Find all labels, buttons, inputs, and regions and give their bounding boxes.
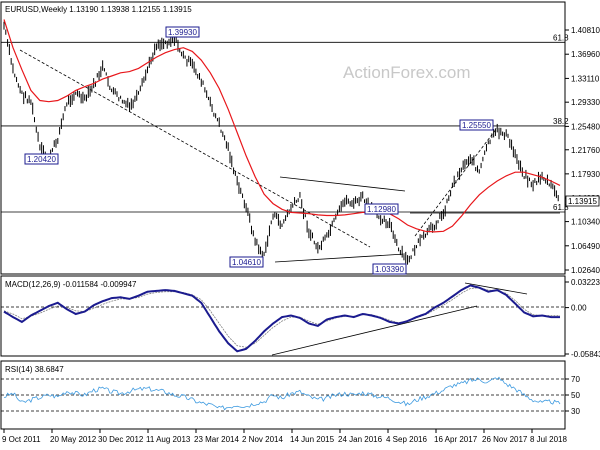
macd-support-trendline <box>271 305 478 356</box>
price-label: 1.03390 <box>372 263 407 275</box>
long-term-downtrend-line <box>19 49 371 248</box>
last-price-tag-box <box>565 195 600 207</box>
time-tick-label: 24 Jan 2016 <box>338 435 383 444</box>
price-pane: EURUSD,Weekly 1.13190 1.13938 1.12155 1.… <box>0 1 600 275</box>
price-y-tick-label: 1.10340 <box>571 218 600 227</box>
price-y-tick-label: 1.02640 <box>571 266 600 275</box>
price-label: 1.04610 <box>229 256 264 268</box>
watermark: ActionForex.com <box>343 63 471 82</box>
macd-resistance-trendline <box>464 282 528 295</box>
macd-pane: MACD(12,26,9) -0.011584 -0.009947 0.0322… <box>0 275 600 359</box>
time-tick-label: 26 Nov 2017 <box>482 435 528 444</box>
time-tick-label: 16 Apr 2017 <box>434 435 478 444</box>
time-tick-label: 20 May 2012 <box>50 435 97 444</box>
time-tick-label: 14 Jun 2015 <box>290 435 335 444</box>
price-label-box <box>229 256 264 268</box>
last-price-tag: 1.13915 <box>565 195 600 207</box>
price-label: 1.39930 <box>165 26 200 38</box>
rsi-y-tick-label: 30 <box>571 407 580 416</box>
time-axis: 9 Oct 2011 20 May 2012 30 Dec 2012 11 Aug 2… <box>2 429 567 444</box>
price-labels: 1.39930 1.20420 1.04610 1.12980 1.03390 1.255… <box>24 26 494 275</box>
triangle-upper-line <box>279 176 406 192</box>
price-y-tick-label: 1.21760 <box>571 146 600 155</box>
price-y-tick-label: 1.36960 <box>571 50 600 59</box>
rsi-y-tick-label: 50 <box>571 391 580 400</box>
price-label-box <box>24 153 59 165</box>
fib-level-label: 38.2 <box>553 117 569 126</box>
price-y-tick-label: 1.06490 <box>571 242 600 251</box>
macd-pane-title: MACD(12,26,9) -0.011584 -0.009947 <box>5 280 137 289</box>
price-label-box <box>459 119 494 131</box>
price-label-text: 1.39930 <box>168 28 197 37</box>
triangle-lower-line <box>274 253 406 263</box>
macd-y-axis: 0.032235 0.00 -0.058434 <box>565 278 600 359</box>
price-y-tick-label: 1.40810 <box>571 26 600 35</box>
macd-y-tick-label: 0.00 <box>571 304 587 313</box>
price-label-box <box>372 263 407 275</box>
price-label-text: 1.20420 <box>27 155 56 164</box>
price-label: 1.20420 <box>24 153 59 165</box>
price-y-axis: 1.40810 1.36960 1.33110 1.29330 1.25480 1.217… <box>565 26 600 275</box>
fib-level-label: 61.8 <box>553 203 569 212</box>
price-y-tick-label: 1.33110 <box>571 74 600 83</box>
price-label-text: 1.03390 <box>375 265 404 274</box>
price-label-text: 1.04610 <box>232 258 261 267</box>
rsi-line <box>3 376 561 411</box>
time-tick-label: 4 Sep 2016 <box>386 435 427 444</box>
price-label-text: 1.12980 <box>367 205 396 214</box>
price-label-text: 1.25550 <box>462 121 491 130</box>
macd-y-tick-label: 0.032235 <box>571 278 600 287</box>
price-label-box <box>165 26 200 38</box>
rsi-pane-title: RSI(14) 38.6847 <box>5 365 64 374</box>
price-y-tick-label: 1.25480 <box>571 122 600 131</box>
rsi-pane: RSI(14) 38.6847 70 50 30 <box>0 360 580 430</box>
price-y-tick-label: 1.17930 <box>571 170 600 179</box>
macd-signal-line <box>3 287 560 348</box>
price-pane-title: EURUSD,Weekly 1.13190 1.13938 1.12155 1.… <box>5 5 192 14</box>
time-tick-label: 2 Nov 2014 <box>242 435 283 444</box>
last-price-tag-text: 1.13915 <box>568 197 597 206</box>
price-label: 1.25550 <box>459 119 494 131</box>
macd-y-tick-label: -0.058434 <box>571 350 600 359</box>
time-tick-label: 8 Jul 2018 <box>530 435 567 444</box>
price-y-tick-label: 1.29330 <box>571 98 600 107</box>
time-tick-label: 23 Mar 2014 <box>194 435 239 444</box>
macd-line <box>3 284 560 353</box>
moving-average-line <box>3 19 561 233</box>
rsi-y-tick-label: 70 <box>571 375 580 384</box>
time-tick-label: 9 Oct 2011 <box>2 435 41 444</box>
fib-level-label: 61.8 <box>553 33 569 42</box>
price-pane-frame <box>0 1 566 275</box>
price-label: 1.12980 <box>364 203 399 215</box>
price-label-box <box>364 203 399 215</box>
time-tick-label: 30 Dec 2012 <box>98 435 144 444</box>
time-tick-label: 11 Aug 2013 <box>146 435 191 444</box>
